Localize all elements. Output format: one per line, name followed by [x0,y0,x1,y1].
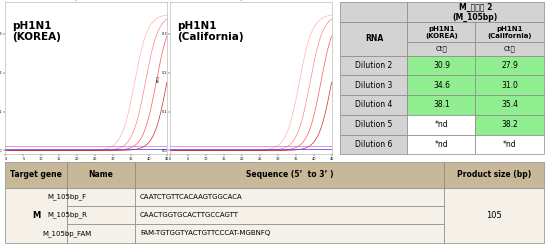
Bar [475,95,544,115]
Text: *nd: *nd [503,140,516,149]
Text: 34.6: 34.6 [433,81,450,90]
Bar [407,56,475,75]
Bar [475,135,544,154]
Bar [407,75,475,95]
Bar [340,115,407,135]
Text: Product size (bp): Product size (bp) [457,170,531,179]
Text: 35.4: 35.4 [501,100,518,110]
Text: Ct값: Ct값 [435,46,447,52]
Bar [340,22,407,56]
Text: M_105bp_F: M_105bp_F [48,193,87,200]
Bar [68,187,135,206]
X-axis label: Cycle: Cycle [246,162,256,166]
Text: M: M [32,210,41,220]
Bar [407,135,475,154]
Bar [475,75,544,95]
Bar [5,162,68,187]
Text: CAATCTGTTCACAAGTGGCACA: CAATCTGTTCACAAGTGGCACA [140,194,243,200]
Text: pH1N1
(KOREA): pH1N1 (KOREA) [425,25,458,38]
Bar [475,22,544,42]
Bar [475,115,544,135]
Text: *nd: *nd [435,120,448,129]
Text: Dilution 4: Dilution 4 [355,100,393,110]
Bar [340,75,407,95]
X-axis label: Cycle: Cycle [81,162,91,166]
Text: 31.0: 31.0 [501,81,518,90]
Text: RNA: RNA [365,34,383,43]
Bar [444,187,544,243]
Bar [407,2,544,22]
Bar [68,224,135,243]
Text: 38.1: 38.1 [433,100,450,110]
Bar [135,162,444,187]
Bar [135,224,444,243]
Bar [475,56,544,75]
Text: 38.2: 38.2 [501,120,518,129]
Bar [340,95,407,115]
Text: Target gene: Target gene [10,170,63,179]
Text: Ct값: Ct값 [503,46,516,52]
Text: Sequence (5’  to 3’ ): Sequence (5’ to 3’ ) [245,170,333,179]
Bar [444,162,544,187]
Text: Dilution 2: Dilution 2 [355,61,393,70]
Bar [407,115,475,135]
Text: M_105bp_FAM: M_105bp_FAM [43,230,92,237]
Text: Dilution 3: Dilution 3 [355,81,393,90]
Text: pH1N1
(KOREA): pH1N1 (KOREA) [12,21,61,42]
Text: pH1N1
(California): pH1N1 (California) [177,21,243,42]
Text: M_105bp_R: M_105bp_R [47,212,87,219]
Bar [135,206,444,224]
Text: *nd: *nd [435,140,448,149]
Text: 30.9: 30.9 [433,61,450,70]
Text: FAM-TGTGGTYACTGTTCCCAT-MGBNFQ: FAM-TGTGGTYACTGTTCCCAT-MGBNFQ [140,230,270,236]
Text: Dilution 6: Dilution 6 [355,140,393,149]
Text: CAACTGGTGCACTTGCCAGTT: CAACTGGTGCACTTGCCAGTT [140,212,239,218]
Text: M_후보군 2
(M_105bp): M_후보군 2 (M_105bp) [453,2,498,22]
Bar [340,56,407,75]
Text: pH1N1
(California): pH1N1 (California) [487,25,532,38]
Text: Name: Name [88,170,114,179]
Bar [340,135,407,154]
Text: Dilution 5: Dilution 5 [355,120,393,129]
Bar [407,95,475,115]
Bar [475,42,544,56]
Title: Amplification Plot: Amplification Plot [233,0,268,1]
Bar [340,2,407,22]
Bar [407,22,475,42]
Bar [135,187,444,206]
Bar [68,206,135,224]
Bar [68,162,135,187]
Y-axis label: RFU: RFU [157,75,161,82]
Bar [407,42,475,56]
Title: Amplification Plot: Amplification Plot [69,0,104,1]
Text: 27.9: 27.9 [501,61,518,70]
Bar [5,187,68,243]
Text: 105: 105 [486,210,502,220]
